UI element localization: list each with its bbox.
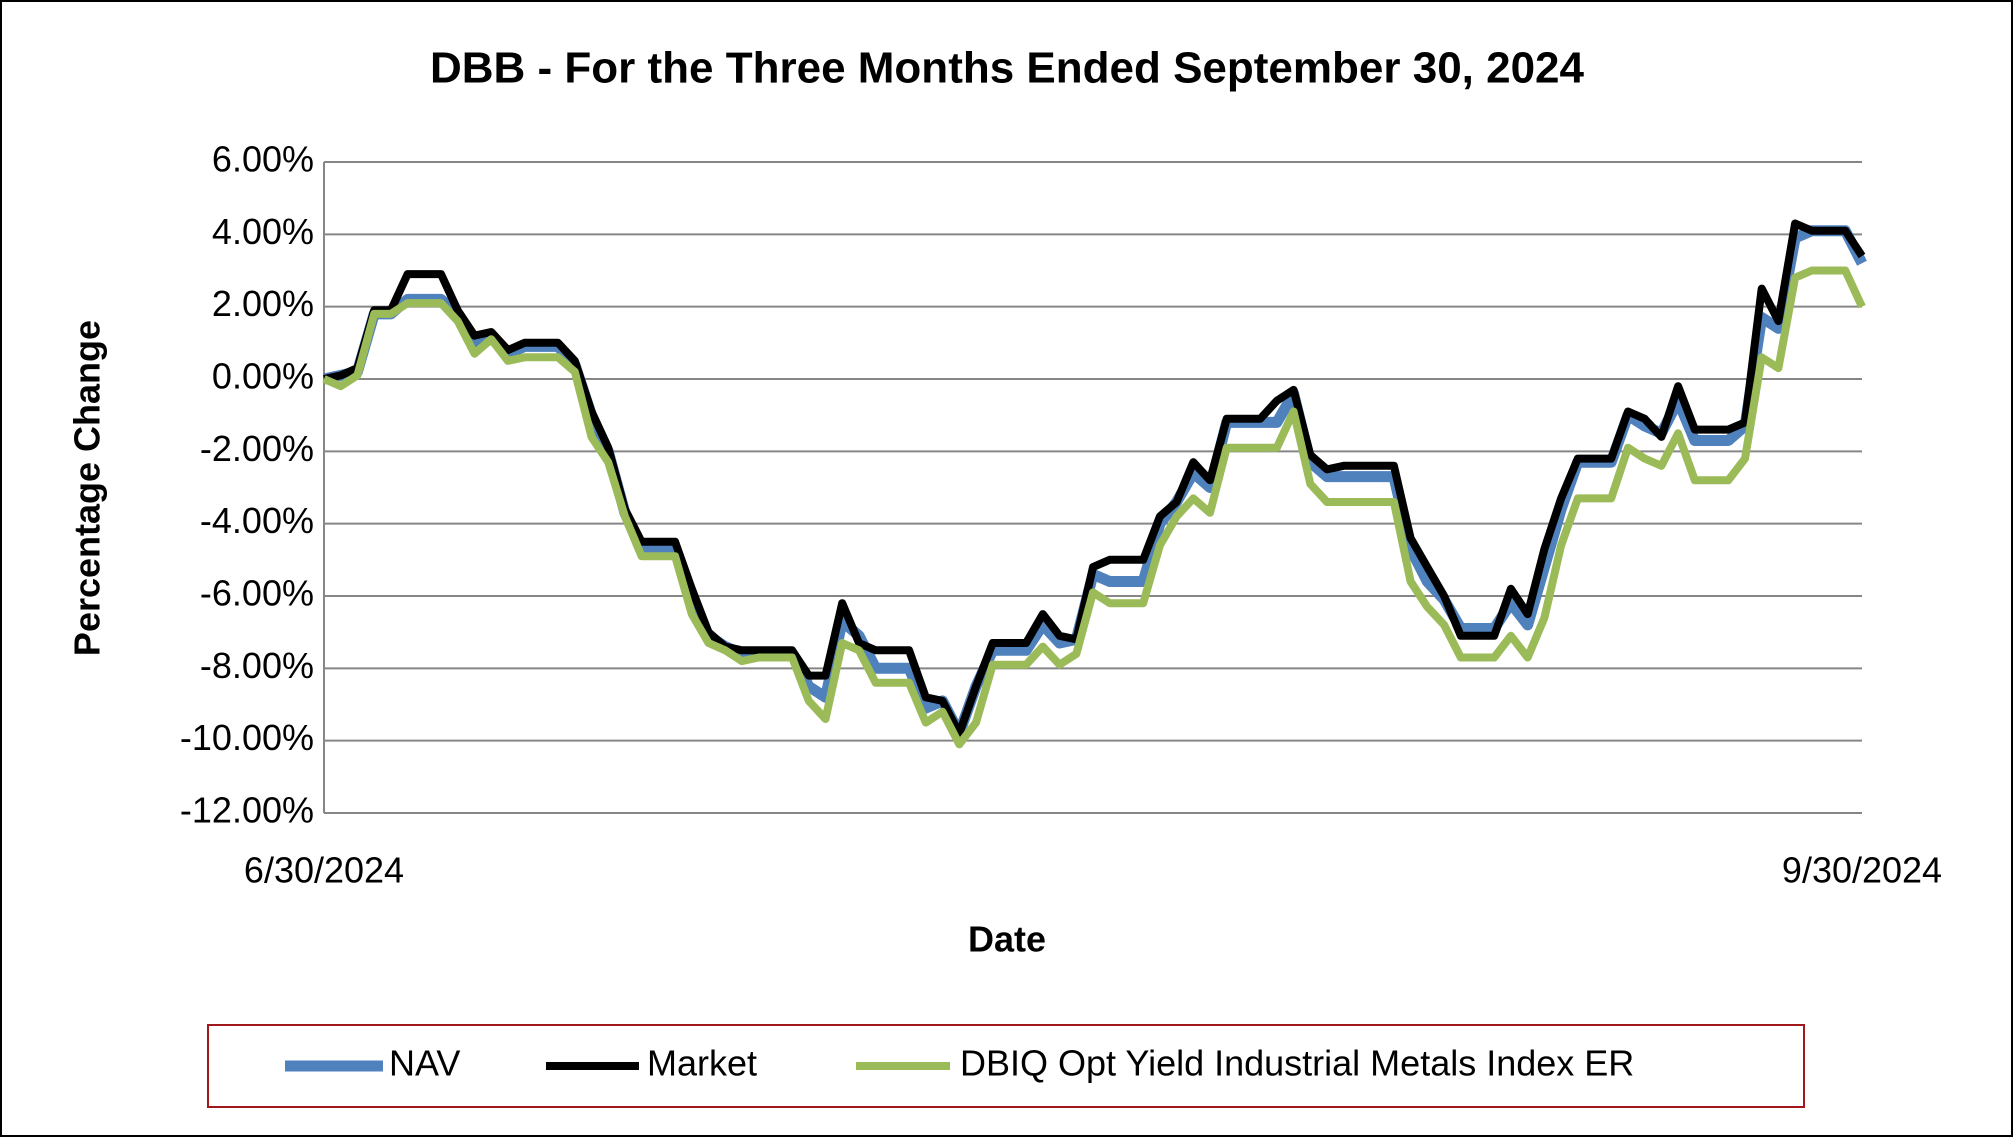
x-tick-label: 9/30/2024: [1782, 850, 1942, 891]
y-tick-label: -6.00%: [200, 573, 314, 614]
legend-box: [207, 1024, 1805, 1108]
chart-title: DBB - For the Three Months Ended Septemb…: [430, 44, 1585, 93]
y-tick-label: 0.00%: [212, 356, 314, 397]
y-axis-title: Percentage Change: [67, 320, 108, 656]
series-line: [322, 266, 1866, 749]
x-tick-label: 6/30/2024: [244, 850, 404, 891]
y-tick-label: -12.00%: [180, 790, 314, 831]
y-tick-label: -8.00%: [200, 645, 314, 686]
y-tick-label: -10.00%: [180, 717, 314, 758]
y-tick-label: 2.00%: [212, 283, 314, 324]
x-axis-title: Date: [968, 919, 1046, 960]
y-tick-label: 4.00%: [212, 211, 314, 252]
y-tick-label: -2.00%: [200, 428, 314, 469]
y-tick-label: -4.00%: [200, 500, 314, 541]
legend-label: NAV: [389, 1043, 460, 1084]
y-tick-label: 6.00%: [212, 139, 314, 180]
legend-label: Market: [647, 1043, 757, 1084]
legend-label: DBIQ Opt Yield Industrial Metals Index E…: [960, 1043, 1634, 1084]
